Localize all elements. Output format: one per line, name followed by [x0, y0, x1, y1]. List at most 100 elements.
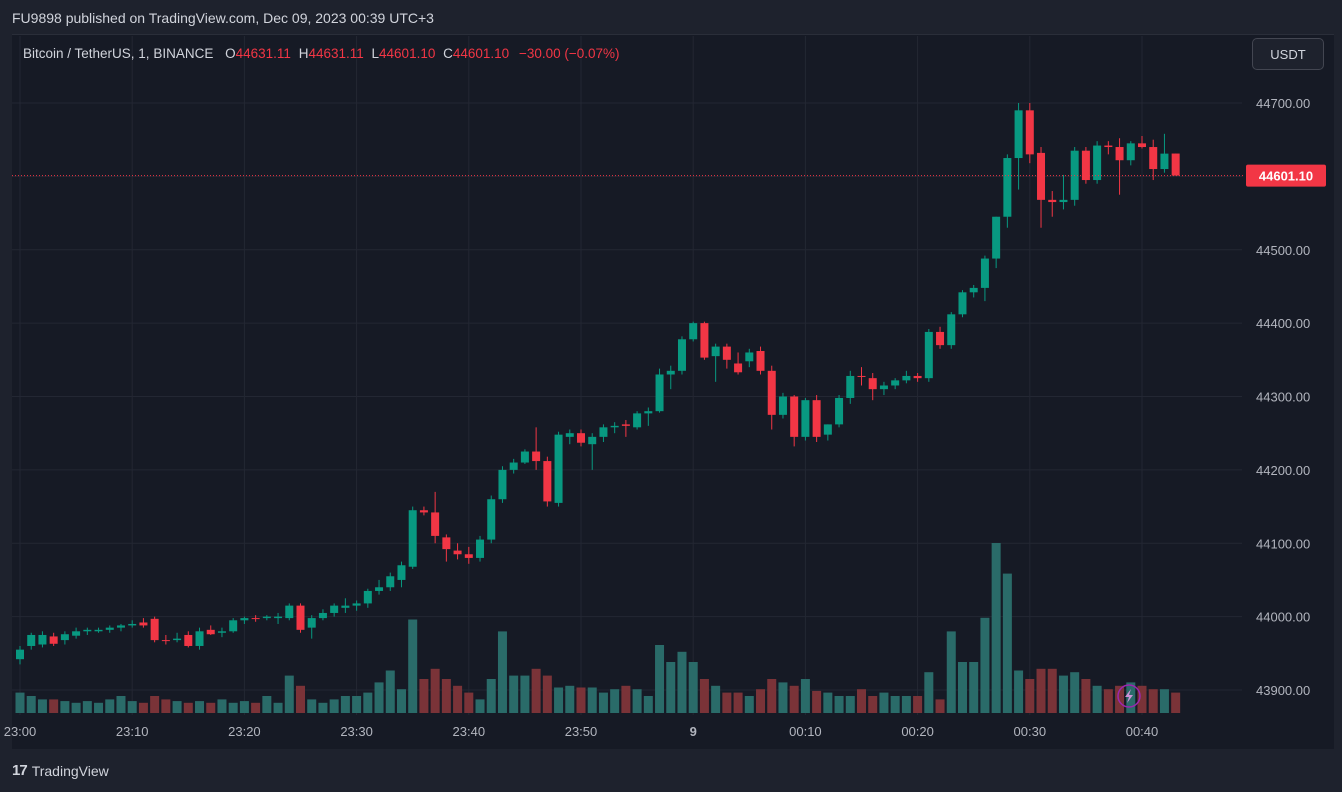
last-price-line: 44601.10 [12, 164, 1326, 708]
candle-body [94, 629, 103, 632]
volume-bar [94, 702, 104, 713]
candle-body [431, 512, 440, 536]
candle-body [487, 499, 496, 540]
volume-bar [1047, 668, 1057, 713]
volume-bar [251, 702, 261, 713]
candle-body [565, 433, 574, 437]
volume-bar [823, 692, 833, 713]
candle-body [980, 258, 989, 288]
volume-bar [554, 687, 564, 713]
volume-bar [329, 699, 339, 713]
candle-body [801, 400, 810, 437]
volume-bar [352, 696, 362, 713]
candle-body [532, 451, 541, 462]
volume-bar [924, 672, 934, 713]
candle-body [879, 385, 888, 390]
volume-bar [1025, 679, 1035, 713]
volume-bar [834, 696, 844, 713]
volume-bar [711, 685, 721, 713]
candle-body [453, 550, 462, 555]
volume-bar [531, 668, 541, 713]
price-tick-label: 44500.00 [1256, 243, 1310, 258]
low-value: 44601.10 [379, 46, 436, 61]
volume-bar [778, 682, 788, 713]
volume-bar [1014, 670, 1024, 713]
candle-body [778, 396, 787, 415]
candle-body [1171, 153, 1180, 176]
candle-body [173, 638, 182, 641]
candle-body [745, 352, 754, 362]
time-tick-label: 23:40 [453, 724, 486, 739]
candle-body [38, 634, 47, 645]
candle-body [947, 314, 956, 346]
price-tick-label: 44100.00 [1256, 536, 1310, 551]
time-tick-label: 00:10 [789, 724, 822, 739]
candle-body [689, 323, 698, 340]
candle-body [318, 612, 327, 619]
lightning-icon [1117, 684, 1141, 708]
volume-bar [363, 692, 373, 713]
tradingview-logo[interactable]: 17 TradingView [12, 762, 109, 779]
candle-body [184, 634, 193, 646]
candle-body [509, 462, 518, 470]
candle-body [1081, 150, 1090, 181]
volume-bar [699, 679, 709, 713]
volume-bar [890, 696, 900, 713]
volume-bar [991, 543, 1001, 713]
volume-bar [565, 685, 575, 713]
volume-bar [733, 692, 743, 713]
lightning-icon-glyph [1125, 689, 1133, 703]
candle-body [924, 331, 933, 379]
volume-bar [587, 687, 597, 713]
time-tick-label: 23:20 [228, 724, 261, 739]
candle-body [419, 510, 428, 513]
candle-body [621, 424, 630, 426]
grid-lines [12, 36, 1242, 715]
volume-bar [845, 696, 855, 713]
candle-body [307, 618, 316, 628]
price-tick-label: 44300.00 [1256, 390, 1310, 405]
candle-body [285, 605, 294, 619]
candle-body [633, 413, 642, 428]
candle-body [835, 397, 844, 425]
candle-body [1037, 152, 1046, 200]
candle-body [823, 424, 832, 435]
open-value: 44631.11 [235, 46, 291, 61]
candle-body [1160, 153, 1169, 170]
candle-body [936, 331, 945, 346]
candle-body [442, 537, 451, 550]
candle-body [812, 400, 821, 437]
candle-body [161, 640, 170, 642]
volume-bar [576, 687, 586, 713]
price-tick-label: 44200.00 [1256, 463, 1310, 478]
candle-body [498, 469, 507, 500]
volume-bar [206, 702, 216, 713]
candle-body [139, 622, 148, 626]
volume-bar [172, 701, 182, 713]
volume-bar [901, 696, 911, 713]
volume-bar [150, 696, 160, 713]
volume-bar [116, 696, 126, 713]
candle-body [599, 427, 608, 437]
candle-body [1003, 158, 1012, 217]
candle-body [1093, 145, 1102, 181]
volume-bar [632, 689, 642, 713]
volume-bar [913, 696, 923, 713]
volume-bar [453, 685, 463, 713]
currency-button[interactable]: USDT [1252, 38, 1324, 70]
time-tick-label: 23:00 [4, 724, 37, 739]
volume-bar [744, 696, 754, 713]
volume-bar [1070, 672, 1080, 713]
volume-bar [374, 682, 384, 713]
volume-bar [1171, 692, 1181, 713]
volume-bar [430, 668, 440, 713]
published-header: FU9898 published on TradingView.com, Dec… [12, 10, 434, 26]
volume-bar [879, 692, 889, 713]
volume-bar [1092, 685, 1102, 713]
candle-body [857, 375, 866, 377]
candle-body [520, 451, 529, 463]
volume-bar [497, 631, 507, 713]
volume-bar [138, 702, 148, 713]
volume-bar [441, 679, 451, 713]
